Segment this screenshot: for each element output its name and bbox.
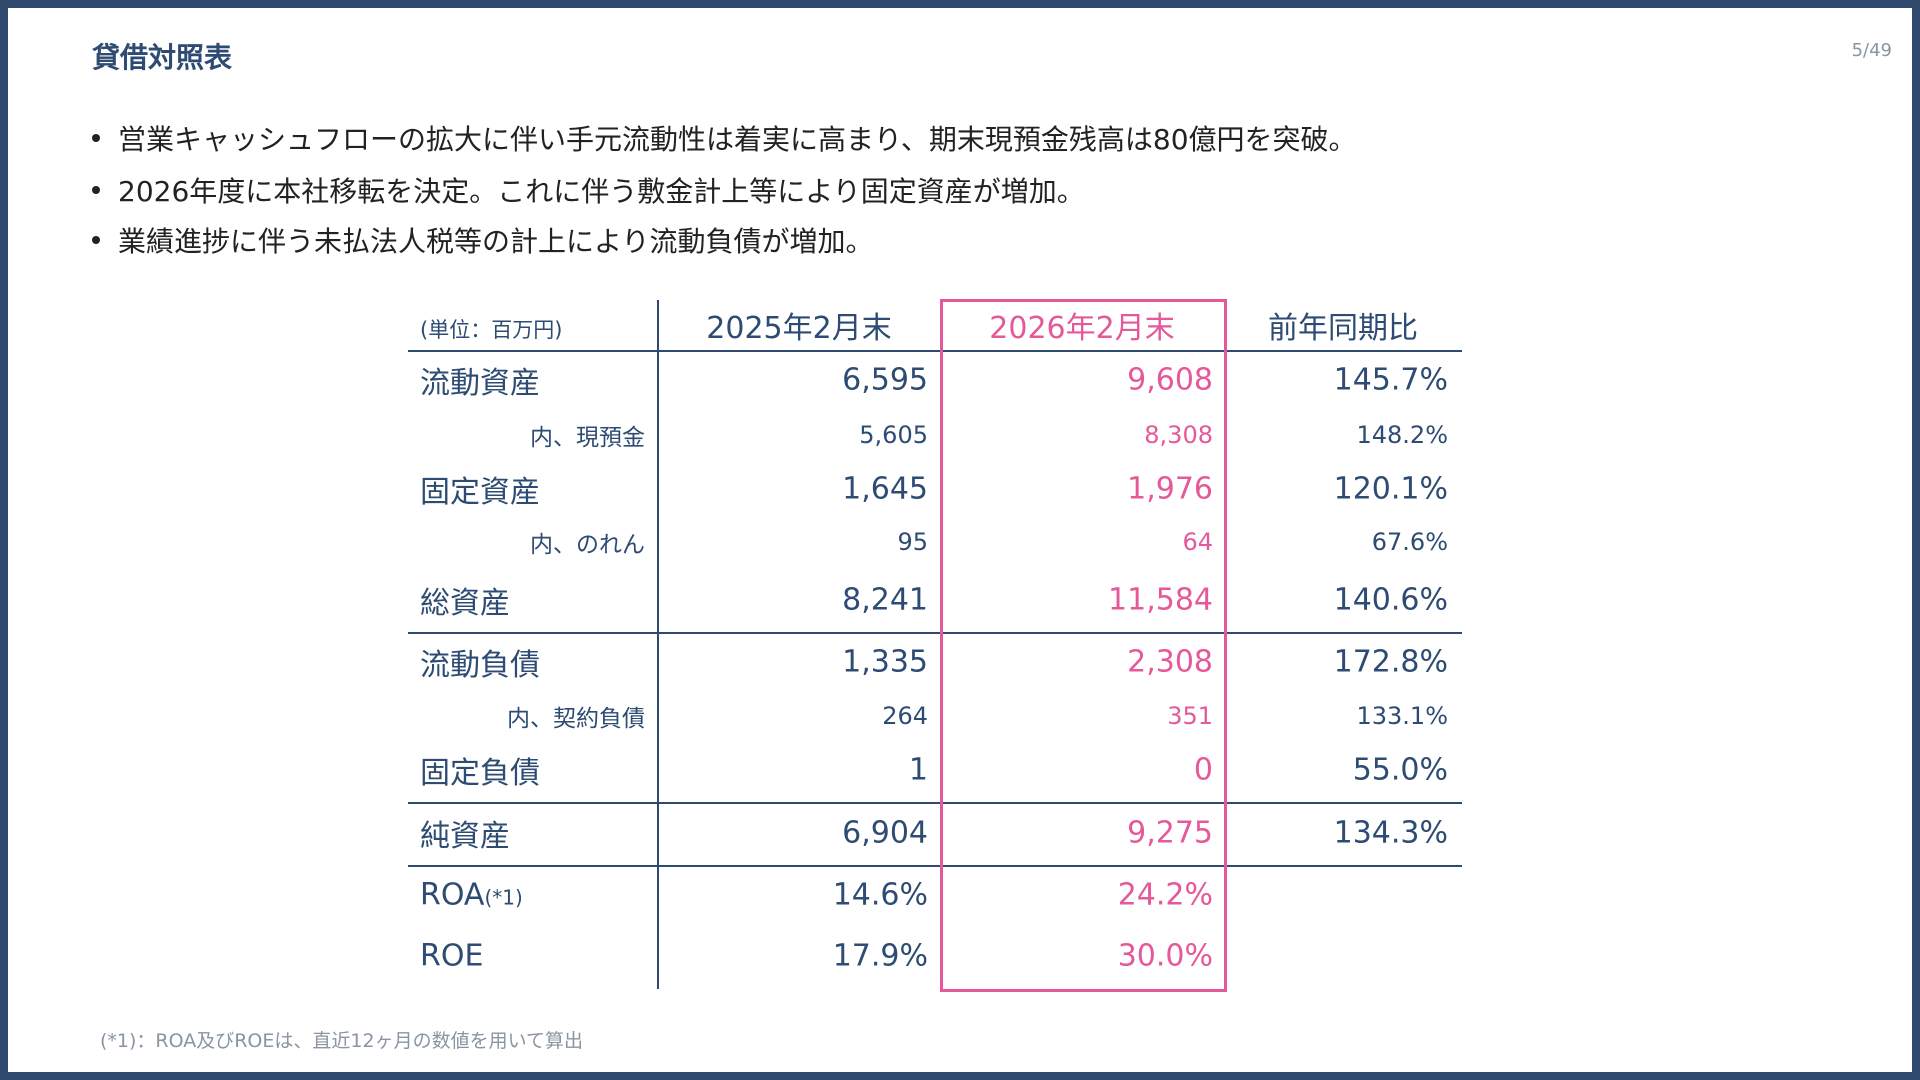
bullet-dot (92, 134, 100, 142)
column-rule (657, 300, 659, 989)
bullet-text: 2026年度に本社移転を決定。これに伴う敷金計上等により固定資産が増加。 (118, 175, 1085, 208)
table-unit: (単位：百万円) (420, 318, 563, 342)
cell-value: 145.7% (1333, 362, 1448, 398)
bullet-text: 業績進捗に伴う未払法人税等の計上により流動負債が増加。 (118, 225, 874, 258)
row-label: 流動資産 (420, 366, 540, 401)
cell-value: 9,275 (1127, 815, 1213, 851)
bullet-text: 営業キャッシュフローの拡大に伴い手元流動性は着実に高まり、期末現預金残高は80億… (118, 123, 1357, 156)
cell-value: 133.1% (1356, 702, 1448, 730)
rule (408, 802, 1462, 804)
column-header: 2025年2月末 (706, 311, 892, 346)
column-header: 前年同期比 (1268, 311, 1418, 346)
cell-value: 6,904 (842, 815, 928, 851)
cell-value: 30.0% (1117, 938, 1213, 974)
highlight-box (940, 299, 1227, 992)
cell-value: 9,608 (1127, 362, 1213, 398)
page-number: 5/49 (1851, 40, 1892, 61)
cell-value: 148.2% (1356, 421, 1448, 449)
bullet-dot (92, 186, 100, 194)
row-label: 内、のれん (530, 532, 645, 558)
bullet-dot (92, 236, 100, 244)
cell-value: 64 (1182, 528, 1213, 556)
cell-value: 8,308 (1144, 421, 1213, 449)
footnote: (*1)：ROA及びROEは、直近12ヶ月の数値を用いて算出 (100, 1030, 584, 1052)
row-label-note: (*1) (484, 885, 523, 910)
cell-value: 1,645 (842, 471, 928, 507)
cell-value: 95 (897, 528, 928, 556)
row-label: 純資産 (420, 819, 510, 854)
row-label: ROA(*1) (420, 877, 523, 913)
rule (408, 350, 1462, 352)
row-label: 固定資産 (420, 475, 540, 510)
cell-value: 1,976 (1127, 471, 1213, 507)
cell-value: 1,335 (842, 644, 928, 680)
cell-value: 0 (1193, 752, 1213, 788)
cell-value: 5,605 (859, 421, 928, 449)
cell-value: 264 (882, 702, 928, 730)
row-label: 内、契約負債 (507, 706, 645, 732)
cell-value: 172.8% (1333, 644, 1448, 680)
cell-value: 67.6% (1371, 528, 1448, 556)
cell-value: 11,584 (1108, 582, 1213, 618)
rule (408, 632, 1462, 634)
cell-value: 1 (908, 752, 928, 788)
row-label: 固定負債 (420, 756, 540, 791)
cell-value: 14.6% (832, 877, 928, 913)
rule (408, 865, 1462, 867)
cell-value: 140.6% (1333, 582, 1448, 618)
row-label: 総資産 (420, 586, 510, 621)
cell-value: 120.1% (1333, 471, 1448, 507)
column-header: 2026年2月末 (989, 311, 1175, 346)
cell-value: 55.0% (1352, 752, 1448, 788)
cell-value: 2,308 (1127, 644, 1213, 680)
row-label: 内、現預金 (530, 425, 645, 451)
cell-value: 6,595 (842, 362, 928, 398)
cell-value: 351 (1167, 702, 1213, 730)
cell-value: 24.2% (1117, 877, 1213, 913)
cell-value: 134.3% (1333, 815, 1448, 851)
row-label: ROE (420, 938, 484, 974)
slide-title: 貸借対照表 (92, 41, 233, 74)
row-label: 流動負債 (420, 648, 540, 683)
cell-value: 8,241 (842, 582, 928, 618)
cell-value: 17.9% (832, 938, 928, 974)
